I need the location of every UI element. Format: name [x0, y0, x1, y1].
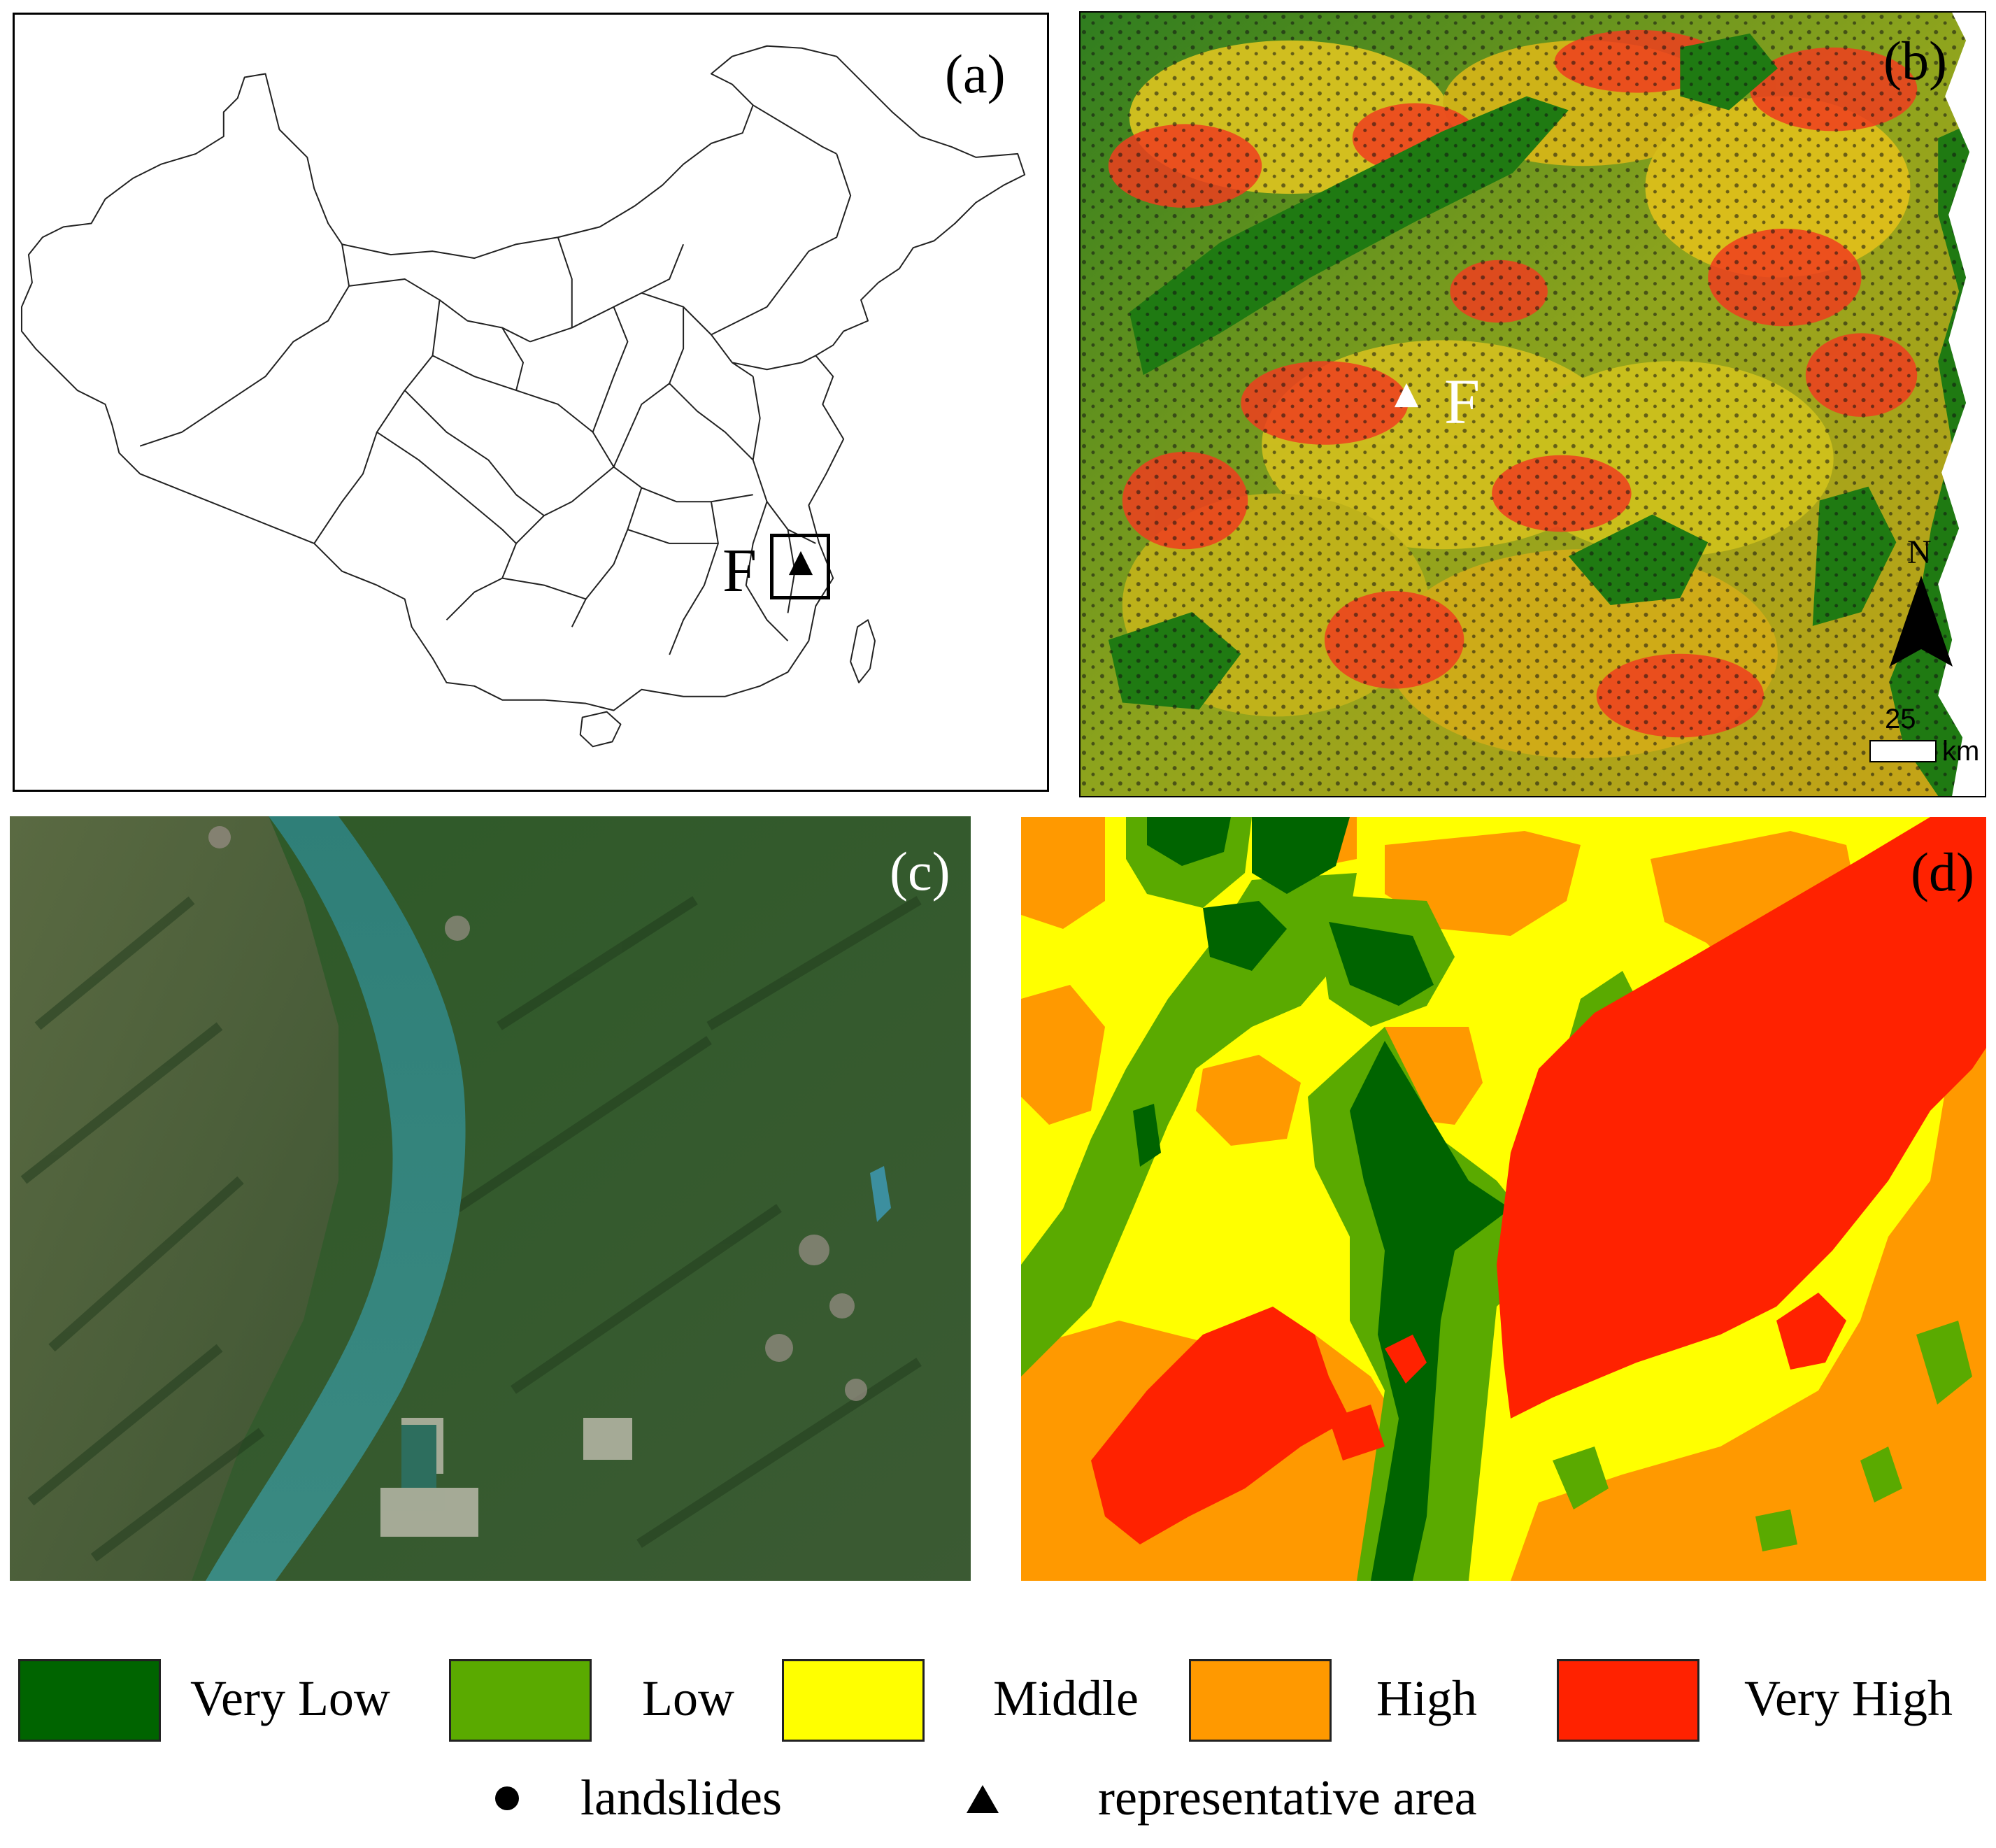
country-boundary [20, 45, 1026, 711]
representative-area-label: F [1444, 366, 1481, 437]
panel-d-susceptibility-detail: (d) [1021, 817, 1986, 1581]
study-area-box [770, 534, 830, 599]
map-legend: Very Low Low Middle High Very High lands… [0, 1651, 1996, 1848]
triangle-icon [788, 550, 813, 576]
legend-label-very-low: Very Low [190, 1670, 390, 1726]
province-boundaries [139, 104, 852, 655]
river [206, 816, 466, 1581]
panel-b-susceptibility-map: F (b) N 25 km [1079, 11, 1986, 797]
dot-icon [495, 1786, 519, 1810]
legend-swatch-very-high [1557, 1659, 1699, 1742]
susceptibility-detail-raster [1021, 817, 1986, 1581]
legend-label-representative-area: representative area [1098, 1770, 1477, 1826]
scale-bar [1869, 740, 1937, 762]
taiwan-island [850, 619, 876, 683]
panel-label-a: (a) [945, 43, 1006, 104]
scale-value: 25 [1885, 704, 1916, 734]
panel-c-satellite-image: (c) [10, 816, 971, 1581]
legend-label-landslides: landslides [580, 1770, 782, 1826]
legend-swatch-very-low [18, 1659, 161, 1742]
scale-unit: km [1942, 736, 1980, 767]
legend-swatch-middle [782, 1659, 925, 1742]
panel-label-b: (b) [1883, 30, 1947, 91]
panel-a-location-map: F (a) [13, 13, 1049, 792]
panel-label-c: (c) [890, 841, 950, 902]
legend-label-very-high: Very High [1744, 1670, 1953, 1726]
triangle-icon [1394, 383, 1419, 408]
panel-label-d: (d) [1911, 841, 1974, 902]
legend-swatch-low [449, 1659, 592, 1742]
susceptibility-raster [1081, 13, 1985, 796]
satellite-imagery [10, 816, 971, 1581]
legend-swatch-high [1189, 1659, 1332, 1742]
north-label: N [1907, 534, 1932, 571]
representative-area-label: F [722, 537, 757, 605]
legend-label-middle: Middle [993, 1670, 1139, 1726]
north-arrow-icon [1890, 576, 1953, 667]
legend-label-low: Low [642, 1670, 734, 1726]
legend-label-high: High [1376, 1670, 1477, 1726]
triangle-icon [967, 1785, 999, 1813]
china-outline-map [20, 45, 1026, 748]
sea-area [1938, 13, 1985, 796]
hainan-island [579, 711, 622, 748]
